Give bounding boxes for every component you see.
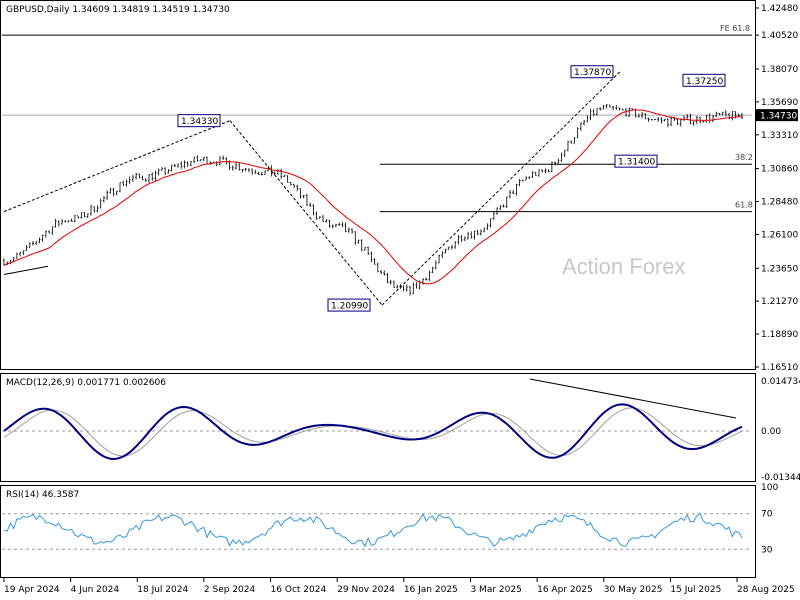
rsi-tick-label: 100 bbox=[761, 483, 778, 493]
candlesticks bbox=[3, 103, 743, 296]
price-callout-box bbox=[327, 298, 371, 312]
price-callout-label: 1.31400 bbox=[618, 158, 655, 168]
channel-line bbox=[3, 120, 231, 213]
swing-line bbox=[381, 71, 621, 306]
level-label: 38.2 bbox=[735, 153, 753, 162]
time-axis: 19 Apr 2024 4 Jun 2024 18 Jul 2024 2 Sep 20… bbox=[3, 578, 795, 595]
price-callout-box bbox=[570, 65, 614, 79]
price-tick-label: 1.42480 bbox=[761, 4, 798, 14]
macd-trend-line bbox=[529, 378, 737, 419]
symbol-title: GBPUSD,Daily 1.34609 1.34819 1.34519 1.3… bbox=[6, 5, 230, 15]
price-callout-box bbox=[177, 114, 221, 128]
price-tick-label: 1.16510 bbox=[761, 363, 798, 373]
price-tick-label: 1.23650 bbox=[761, 264, 798, 274]
time-tick-label: 16 Oct 2024 bbox=[271, 585, 327, 595]
time-tick-label: 4 Jun 2024 bbox=[71, 585, 120, 595]
price-callout-box bbox=[614, 154, 658, 168]
macd-tick-label: -0.013442 bbox=[761, 473, 800, 483]
price-callout-label: 1.20990 bbox=[331, 302, 368, 312]
time-tick-label: 2 Sep 2024 bbox=[204, 585, 256, 595]
price-tick-label: 1.33310 bbox=[761, 131, 798, 141]
moving-average-line bbox=[3, 109, 743, 285]
price-callout-label: 1.37870 bbox=[574, 68, 611, 78]
price-callout-label: 1.34330 bbox=[181, 117, 218, 127]
price-tick-label: 1.30860 bbox=[761, 165, 798, 175]
rsi-line bbox=[3, 512, 743, 548]
macd-tick-label: 0.014734 bbox=[761, 377, 800, 387]
time-tick-label: 18 Jul 2024 bbox=[137, 585, 188, 595]
rsi-lines: 100 70 30 bbox=[2, 483, 778, 555]
price-callout-label: 1.37250 bbox=[686, 77, 723, 87]
time-tick-label: 15 Jul 2025 bbox=[670, 585, 721, 595]
time-tick-label: 16 Jan 2025 bbox=[404, 585, 458, 595]
level-label: FE 61.8 bbox=[720, 24, 750, 33]
time-tick-label: 30 May 2025 bbox=[604, 585, 663, 595]
level-lines: FE 61.8 38.2 61.8 bbox=[2, 24, 753, 213]
current-price-box bbox=[756, 109, 798, 122]
price-tick-label: 1.26100 bbox=[761, 230, 798, 240]
price-tick-label: 1.21270 bbox=[761, 297, 798, 307]
price-tick-label: 1.38070 bbox=[761, 65, 798, 75]
macd-tick-label: 0.00 bbox=[761, 427, 781, 437]
rsi-panel-frame bbox=[0, 485, 756, 578]
macd-title: MACD(12,26,9) 0.001771 0.002606 bbox=[6, 378, 166, 388]
time-tick-label: 29 Nov 2024 bbox=[337, 585, 395, 595]
price-tick-label: 1.35690 bbox=[761, 98, 798, 108]
macd-signal-line bbox=[3, 407, 743, 457]
price-tick-label: 1.28480 bbox=[761, 198, 798, 208]
level-label: 61.8 bbox=[735, 201, 753, 210]
price-tick-label: 1.18890 bbox=[761, 330, 798, 340]
swing-line bbox=[229, 120, 383, 306]
watermark: Action Forex bbox=[562, 254, 686, 279]
price-tick-label: 1.40520 bbox=[761, 31, 798, 41]
price-labels: 1.34330 1.20990 1.37870 1.37250 1.31400 bbox=[177, 65, 726, 312]
macd-main-line bbox=[3, 403, 743, 461]
rsi-tick-label: 30 bbox=[761, 545, 773, 555]
rsi-title: RSI(14) 46.3587 bbox=[6, 490, 79, 500]
macd-panel-frame bbox=[0, 373, 756, 482]
time-tick-label: 16 Apr 2025 bbox=[537, 585, 593, 595]
price-panel-frame bbox=[0, 0, 756, 370]
price-callout-box bbox=[682, 73, 726, 87]
current-price-label: 1.34730 bbox=[760, 112, 797, 122]
price-axis: 1.42480 1.40520 1.38070 1.35690 1.33310 1.308… bbox=[755, 4, 798, 373]
trend-lines bbox=[3, 71, 737, 419]
macd-lines: 0.014734 0.00 -0.013442 bbox=[2, 377, 800, 483]
time-tick-label: 19 Apr 2024 bbox=[4, 585, 60, 595]
time-tick-label: 3 Mar 2025 bbox=[470, 585, 521, 595]
rsi-tick-label: 70 bbox=[761, 510, 773, 520]
time-tick-label: 28 Aug 2025 bbox=[737, 585, 795, 595]
support-line bbox=[3, 265, 49, 276]
